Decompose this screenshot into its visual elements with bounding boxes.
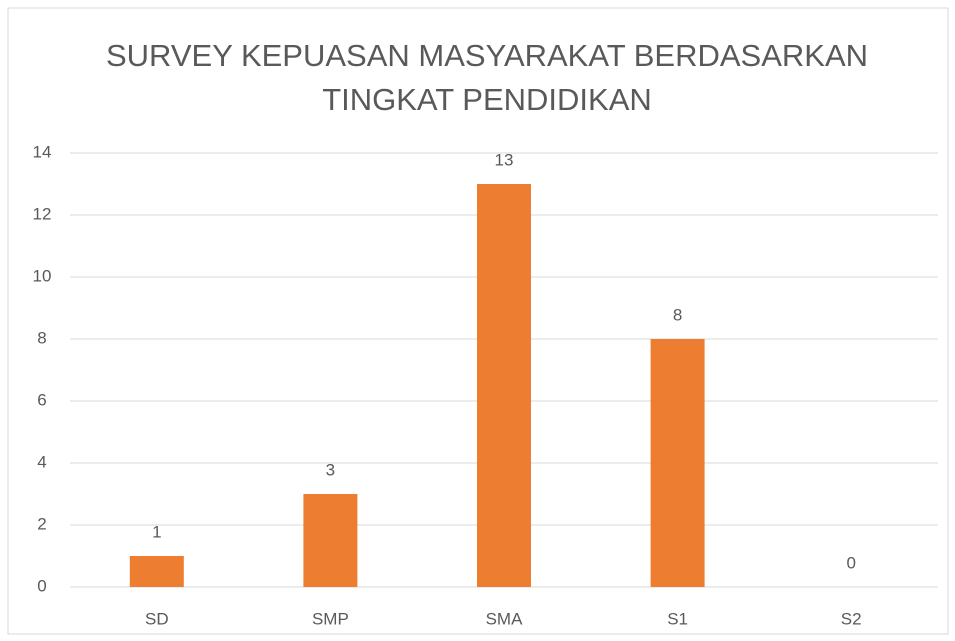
data-label: 1 [152, 522, 161, 541]
y-tick-label: 10 [33, 266, 52, 285]
x-tick-label: SD [145, 609, 169, 628]
x-tick-label: S2 [841, 609, 862, 628]
chart-title: TINGKAT PENDIDIKAN [322, 82, 652, 117]
x-tick-label: SMP [312, 609, 349, 628]
y-tick-label: 2 [37, 514, 46, 533]
y-tick-label: 0 [37, 576, 46, 595]
x-tick-label: S1 [667, 609, 688, 628]
data-label: 3 [326, 460, 335, 479]
y-tick-label: 8 [37, 328, 46, 347]
bar [477, 184, 531, 587]
data-label: 13 [495, 150, 514, 169]
y-tick-label: 12 [33, 204, 52, 223]
bar [129, 556, 184, 587]
bar [650, 339, 705, 587]
chart-title: SURVEY KEPUASAN MASYARAKAT BERDASARKAN [106, 38, 868, 73]
x-tick-label: SMA [486, 609, 524, 628]
y-tick-label: 6 [37, 390, 46, 409]
data-label: 8 [673, 305, 682, 324]
y-tick-label: 14 [33, 142, 52, 161]
data-label: 0 [846, 553, 855, 572]
bar [303, 494, 358, 587]
y-tick-label: 4 [37, 452, 46, 471]
